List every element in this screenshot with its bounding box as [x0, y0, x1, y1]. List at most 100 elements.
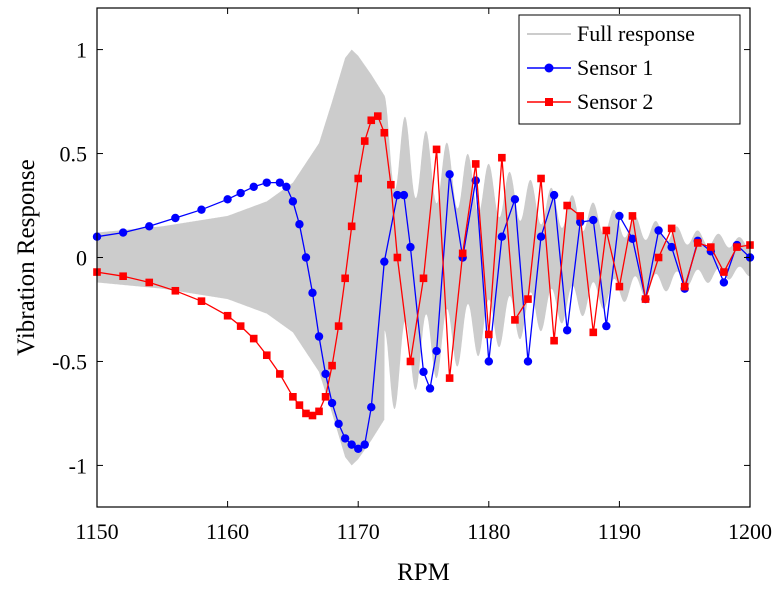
sensor-2-point: [249, 334, 258, 343]
sensor-1-point: [367, 403, 376, 412]
sensor-2-point: [550, 336, 558, 345]
axis-ticks-layer: 1150 1160 1170 1180 1190 1200 -1 -0.5 0 0.5 1: [52, 8, 772, 544]
sensor-2-point: [511, 316, 519, 324]
sensor-1-point: [145, 222, 154, 231]
sensor-1-point: [171, 213, 180, 223]
legend-sensor-1-marker: [544, 63, 554, 73]
sensor-2-point: [445, 374, 454, 382]
x-tick-label: 1180: [467, 519, 510, 544]
legend-entry-label: Full response: [577, 21, 695, 46]
sensor-2-point: [334, 322, 343, 330]
x-tick-label: 1200: [728, 519, 772, 544]
x-axis-label: RPM: [397, 559, 450, 586]
sensor-2-point: [667, 224, 676, 233]
legend-sensor-2-marker: [545, 98, 553, 106]
sensor-2-point: [387, 180, 395, 189]
y-tick-label: 1: [76, 38, 87, 63]
sensor-1-point: [425, 384, 435, 393]
sensor-2-point: [602, 226, 611, 235]
sensor-2-point: [145, 278, 154, 287]
sensor-2-point: [419, 274, 428, 283]
sensor-1-point: [393, 190, 402, 200]
sensor-1-point: [667, 242, 676, 252]
sensor-2-point: [641, 295, 650, 303]
sensor-2-point: [197, 297, 206, 305]
sensor-2-point: [733, 243, 741, 251]
legend-entry-label: Sensor 1: [577, 55, 653, 80]
sensor-1-point: [615, 211, 624, 221]
sensor-2-point: [432, 145, 441, 154]
sensor-1-point: [536, 232, 546, 241]
sensor-1-point: [288, 197, 298, 206]
sensor-1-point: [654, 226, 663, 235]
sensor-1-point: [340, 434, 350, 443]
sensor-1-point: [321, 369, 330, 379]
sensor-1-point: [282, 182, 291, 192]
sensor-2-point: [236, 322, 245, 330]
sensor-1-point: [301, 253, 311, 262]
sensor-2-point: [302, 409, 310, 418]
sensor-2-point: [289, 393, 297, 401]
sensor-2-point: [295, 401, 304, 409]
sensor-1-point: [719, 278, 729, 287]
sensor-2-point: [563, 201, 571, 210]
sensor-2-point: [628, 212, 637, 220]
sensor-1-point: [347, 440, 356, 449]
sensor-2-point: [485, 330, 493, 339]
sensor-1-point: [602, 321, 611, 331]
sensor-1-point: [360, 440, 369, 449]
x-tick-label: 1160: [206, 519, 249, 544]
sensor-lines-layer: [92, 112, 755, 453]
sensor-2-point: [498, 153, 506, 162]
sensor-2-point: [308, 411, 317, 420]
sensor-1-point: [419, 367, 428, 377]
sensor-1-point: [399, 190, 409, 200]
sensor-1-point: [549, 190, 559, 200]
sensor-1-point: [327, 398, 337, 408]
sensor-2-point: [680, 282, 689, 291]
sensor-2-point: [707, 243, 715, 251]
sensor-1-point: [275, 178, 285, 187]
sensor-1-point: [523, 357, 533, 366]
sensor-2-point: [276, 370, 284, 378]
y-tick-label: -1: [69, 453, 87, 478]
sensor-2-point: [341, 274, 349, 283]
sensor-1-point: [510, 195, 520, 204]
sensor-1-point: [628, 234, 637, 243]
sensor-2-point: [373, 112, 382, 120]
sensor-1-point: [562, 326, 572, 335]
sensor-1-point: [589, 215, 598, 225]
sensor-2-point: [380, 128, 389, 137]
sensor-1-point: [380, 257, 389, 266]
sensor-1-point: [118, 228, 128, 237]
legend-items: Full response Sensor 1 Sensor 2: [527, 21, 695, 114]
sensor-2-point: [367, 116, 376, 125]
sensor-1-point: [197, 205, 206, 214]
legend: Full response Sensor 1 Sensor 2: [518, 14, 741, 125]
x-tick-label: 1190: [598, 519, 641, 544]
sensor-2-point: [223, 311, 232, 320]
sensor-2-point: [321, 393, 330, 401]
sensor-2-point: [262, 351, 271, 360]
sensor-1-point: [484, 357, 493, 366]
sensor-2-point: [576, 212, 585, 220]
sensor-2-point: [171, 286, 180, 295]
sensor-1-point: [445, 170, 454, 179]
sensor-1-point: [432, 346, 441, 356]
x-tick-label: 1170: [337, 519, 380, 544]
sensor-1-point: [497, 232, 507, 241]
legend-entry-label: Sensor 2: [577, 89, 653, 114]
sensor-2-point: [458, 249, 467, 258]
sensor-2-point: [693, 239, 702, 247]
sensor-1-point: [406, 242, 415, 252]
sensor-1-point: [262, 178, 271, 187]
sensor-2-point: [393, 253, 402, 262]
sensor-1-point: [334, 419, 343, 429]
sensor-1-point: [236, 188, 245, 198]
y-tick-label: 0: [76, 246, 87, 271]
y-tick-label: 0.5: [60, 142, 88, 167]
y-axis-label: Vibration Response: [13, 159, 40, 355]
full-response-band-layer: [97, 49, 750, 466]
sensor-2-point: [537, 174, 545, 183]
